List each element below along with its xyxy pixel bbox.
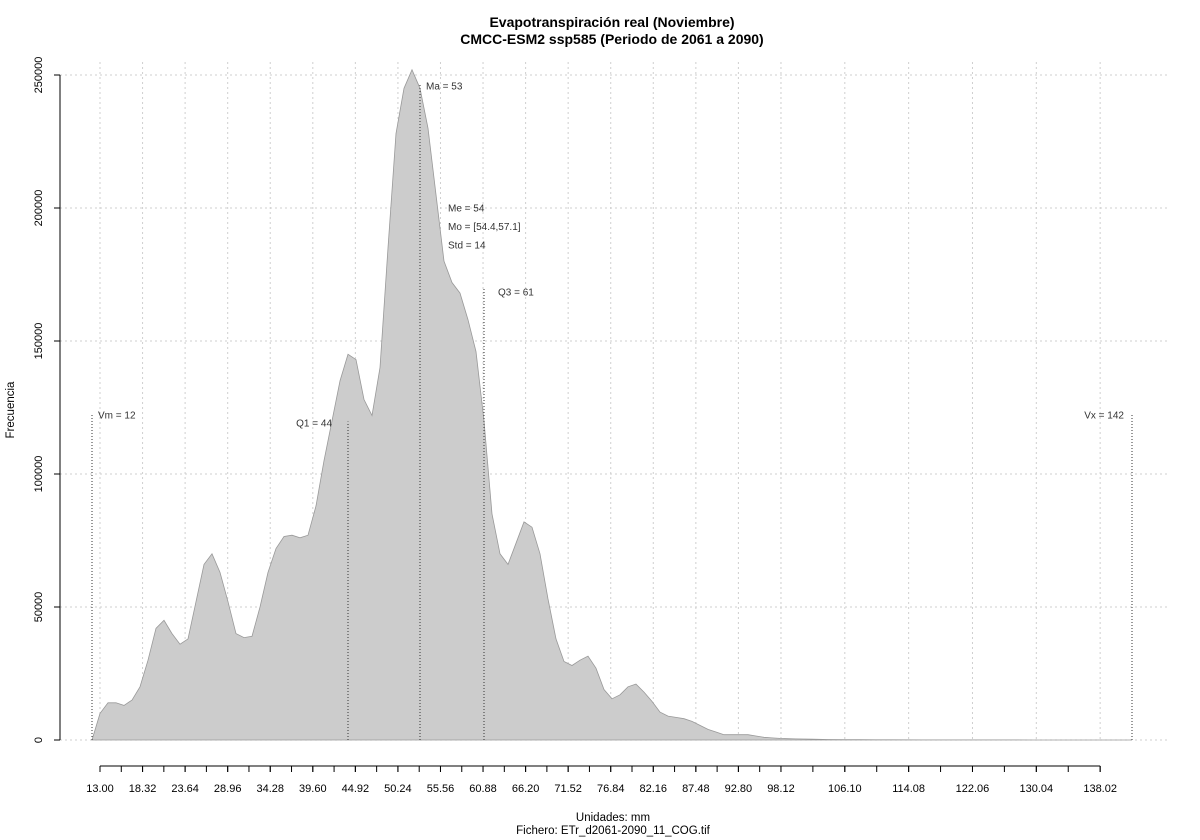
y-tick-label: 0 [33,737,45,743]
annotations: Vm = 12 Q1 = 44 Ma = 53 Me = 54 Mo = [54.4,5… [98,82,1124,430]
x-tick-label: 92.80 [725,783,753,795]
x-axis: 13.00 18.32 23.64 28.96 34.28 39.60 44.92 50.24… [86,765,1117,795]
x-tick-label: 50.24 [384,783,412,795]
x-tick-label: 34.28 [256,783,284,795]
x-tick-label: 66.20 [512,783,540,795]
x-tick-label: 76.84 [597,783,625,795]
x-tick-label: 82.16 [640,783,668,795]
y-axis: 0 50000 100000 150000 200000 250000 [33,57,61,743]
annotation-label: Me = 54 [448,203,485,214]
file-caption: Fichero: ETr_d2061-2090_11_COG.tif [516,825,710,837]
annotation-label: Mo = [54.4,57.1] [448,222,521,233]
annotation-label: Vm = 12 [98,410,136,421]
annotation-label: Q3 = 61 [498,287,534,298]
x-tick-label: 122.06 [956,783,990,795]
x-tick-label: 106.10 [828,783,862,795]
x-tick-label: 98.12 [767,783,795,795]
x-tick-label: 114.08 [892,783,925,795]
x-tick-label: 39.60 [299,783,327,795]
x-tick-label: 87.48 [682,783,710,795]
annotation-label: Q1 = 44 [296,418,332,429]
chart-title: Evapotranspiración real (Noviembre) [489,14,734,30]
x-axis-label: Unidades: mm [576,812,650,824]
x-tick-label: 28.96 [214,783,242,795]
y-axis-label: Frecuencia [5,381,17,438]
x-tick-label: 130.04 [1019,783,1053,795]
y-tick-label: 100000 [33,456,45,493]
y-tick-label: 250000 [33,57,45,94]
y-tick-label: 200000 [33,190,45,227]
x-tick-label: 23.64 [171,783,199,795]
y-tick-label: 150000 [33,323,45,360]
x-tick-label: 60.88 [469,783,497,795]
marker-lines [91,83,1133,740]
chart-subtitle: CMCC-ESM2 ssp585 (Periodo de 2061 a 2090… [460,31,763,47]
x-tick-label: 44.92 [342,783,370,795]
annotation-label: Vx = 142 [1084,410,1124,421]
x-tick-label: 55.56 [427,783,455,795]
plot-area [91,68,1132,741]
x-tick-label: 138.02 [1083,783,1117,795]
x-tick-label: 18.32 [129,783,157,795]
x-tick-label: 71.52 [554,783,582,795]
density-area [91,68,1132,741]
annotation-label: Std = 14 [448,241,486,252]
x-tick-label: 13.00 [86,783,114,795]
y-tick-label: 50000 [33,592,45,623]
annotation-label: Ma = 53 [426,82,463,93]
